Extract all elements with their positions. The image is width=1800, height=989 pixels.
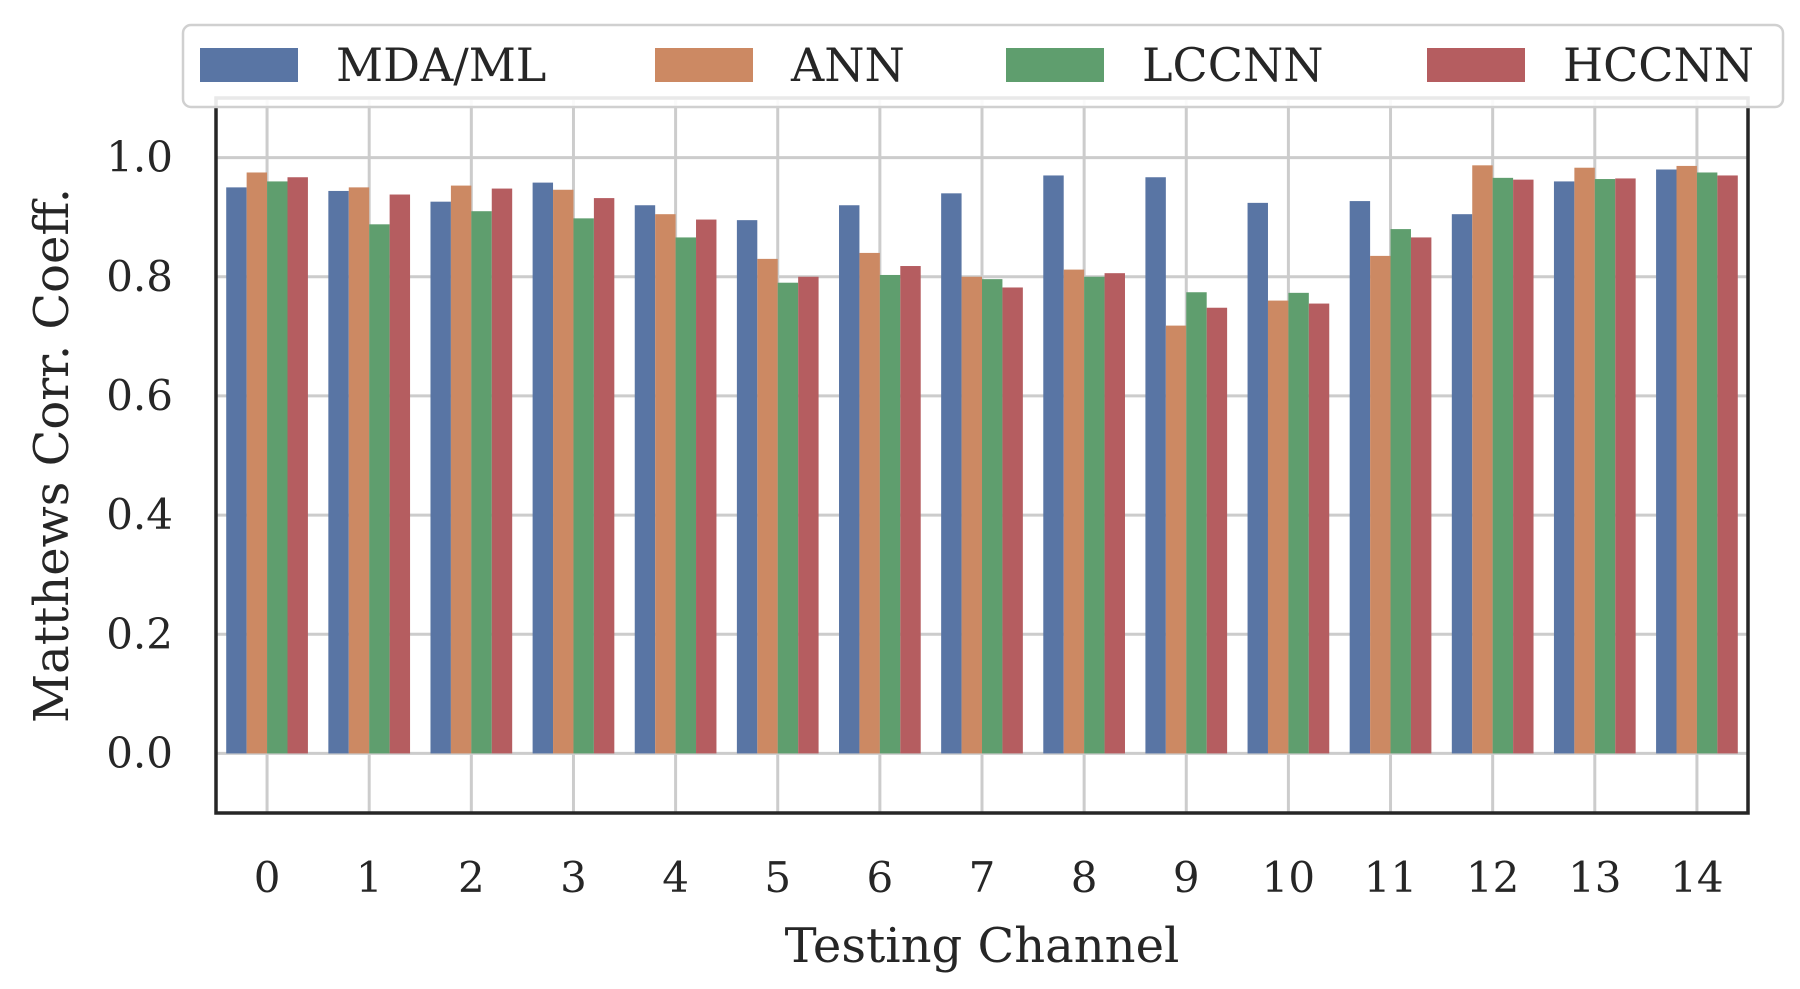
x-tick-label: 6 [866, 853, 893, 902]
bar-hccnn-12 [1513, 179, 1534, 754]
x-tick-label: 12 [1466, 853, 1519, 902]
bar-hccnn-14 [1717, 175, 1738, 754]
y-tick-label: 0.0 [106, 728, 173, 777]
bar-ann-0 [246, 172, 268, 754]
legend-swatch-ann [655, 48, 753, 82]
bar-ann-7 [961, 276, 982, 754]
bar-lccnn-12 [1492, 177, 1514, 754]
bar-mda-ml-12 [1451, 214, 1473, 754]
x-tick-label: 4 [662, 853, 689, 902]
bar-mda-ml-7 [941, 193, 962, 754]
bar-mda-ml-5 [736, 220, 758, 754]
bar-ann-14 [1676, 165, 1697, 754]
legend-swatch-mda-ml [200, 48, 298, 82]
bar-lccnn-13 [1594, 179, 1616, 754]
bar-mda-ml-9 [1145, 177, 1166, 754]
legend: MDA/ML ANN LCCNN HCCNN [181, 23, 1785, 109]
x-tick-label: 13 [1568, 853, 1621, 902]
bar-mda-ml-13 [1553, 181, 1575, 754]
bar-lccnn-2 [471, 211, 492, 754]
x-axis-label: Testing Channel [785, 918, 1180, 974]
legend-frame [181, 23, 1785, 109]
legend-swatch-hccnn [1427, 48, 1525, 82]
x-tick-label: 9 [1173, 853, 1200, 902]
bar-lccnn-9 [1186, 292, 1207, 754]
bar-lccnn-8 [1084, 276, 1105, 754]
bar-ann-13 [1574, 167, 1595, 754]
bar-mda-ml-6 [839, 205, 860, 754]
bar-ann-12 [1472, 165, 1493, 754]
bar-ann-3 [553, 189, 574, 754]
y-tick-label: 0.4 [106, 490, 173, 539]
bar-ann-8 [1063, 269, 1085, 754]
bar-hccnn-10 [1308, 303, 1330, 754]
bar-hccnn-9 [1206, 307, 1228, 754]
bar-mda-ml-4 [634, 205, 656, 754]
bar-ann-10 [1267, 300, 1289, 754]
bar-ann-9 [1165, 325, 1187, 754]
bar-lccnn-10 [1288, 292, 1309, 754]
bar-mda-ml-2 [430, 201, 451, 754]
bar-lccnn-5 [777, 282, 799, 754]
bar-ann-5 [757, 258, 778, 754]
bar-ann-4 [655, 214, 676, 754]
bar-lccnn-11 [1390, 229, 1411, 754]
bar-lccnn-0 [267, 181, 288, 754]
legend-label: LCCNN [1142, 38, 1323, 92]
legend-label: ANN [790, 38, 905, 92]
y-tick-label: 0.8 [106, 252, 173, 301]
bar-hccnn-0 [287, 177, 308, 754]
bar-mda-ml-10 [1247, 202, 1268, 754]
x-tick-label: 3 [560, 853, 587, 902]
bar-hccnn-11 [1410, 237, 1432, 754]
axis-layer: 0.00.20.40.60.81.00 1 2 3 4 5 6 7 8 9 10 11 12 13 14 [106, 96, 1750, 902]
bar-lccnn-1 [369, 224, 390, 754]
x-tick-label: 7 [969, 853, 996, 902]
bar-mda-ml-8 [1043, 175, 1064, 754]
bar-hccnn-1 [389, 194, 411, 754]
bar-ann-2 [450, 185, 472, 754]
bar-lccnn-3 [573, 218, 594, 754]
y-tick-label: 0.2 [106, 609, 173, 658]
bar-mda-ml-3 [532, 182, 554, 754]
bar-hccnn-5 [798, 276, 819, 754]
x-tick-label: 5 [764, 853, 791, 902]
y-axis-label: Matthews Corr. Coeff. [24, 188, 80, 723]
bar-lccnn-6 [879, 274, 901, 754]
bar-hccnn-13 [1615, 178, 1636, 754]
bar-hccnn-4 [696, 219, 717, 754]
bar-mda-ml-14 [1656, 169, 1677, 754]
x-tick-label: 14 [1670, 853, 1723, 902]
bar-lccnn-14 [1696, 172, 1718, 754]
bar-layer [226, 165, 1738, 754]
bar-mda-ml-0 [226, 187, 247, 754]
bar-hccnn-8 [1104, 273, 1125, 754]
legend-label: HCCNN [1563, 38, 1754, 92]
x-tick-label: 8 [1071, 853, 1098, 902]
legend-swatch-lccnn [1006, 48, 1104, 82]
y-tick-label: 1.0 [106, 133, 173, 182]
x-tick-label: 1 [356, 853, 383, 902]
y-tick-label: 0.6 [106, 371, 173, 420]
bar-ann-1 [348, 187, 370, 754]
x-tick-label: 11 [1364, 853, 1417, 902]
bar-hccnn-3 [593, 198, 615, 754]
bar-hccnn-7 [1002, 287, 1023, 754]
bar-mda-ml-1 [328, 190, 349, 754]
bar-ann-6 [859, 252, 880, 754]
x-tick-label: 10 [1262, 853, 1315, 902]
bar-mda-ml-11 [1349, 201, 1371, 754]
x-tick-label: 2 [458, 853, 485, 902]
bar-hccnn-6 [900, 266, 921, 754]
bar-ann-11 [1370, 255, 1391, 754]
bar-hccnn-2 [491, 188, 513, 754]
bar-lccnn-4 [675, 237, 697, 754]
legend-label: MDA/ML [336, 38, 546, 92]
bar-lccnn-7 [982, 279, 1003, 754]
x-tick-label: 0 [254, 853, 281, 902]
